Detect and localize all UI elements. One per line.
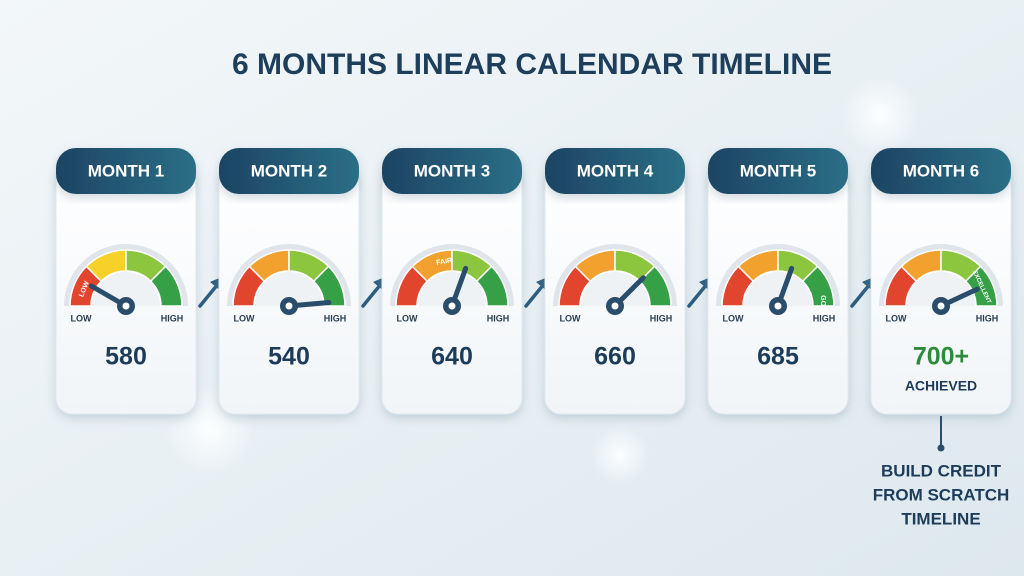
needle-hub-dot [611, 302, 619, 310]
needle-hub-dot [448, 302, 456, 310]
month-pill [545, 148, 685, 194]
gauge-segment [638, 265, 672, 307]
gauge-segment [801, 265, 835, 307]
month-label: MONTH 2 [251, 161, 328, 180]
low-label: LOW [71, 313, 92, 323]
arrow [198, 282, 220, 308]
gauge-inner [418, 272, 486, 306]
gauge-segment [312, 265, 346, 307]
score: 685 [757, 343, 799, 371]
month-pill [871, 148, 1011, 194]
month-label: MONTH 1 [88, 161, 165, 180]
score: 660 [594, 343, 636, 371]
arrow [524, 282, 546, 308]
gauge-inner [744, 272, 812, 306]
low-label: LOW [397, 313, 418, 323]
timeline: MONTH 1 LOW LOW HIGH 580 MONTH 2 LOW HIGH 540 MON… [55, 148, 1012, 528]
connector-dot [937, 444, 945, 452]
low-label: LOW [234, 313, 255, 323]
zone-label: GOOD [819, 295, 826, 316]
high-label: HIGH [324, 313, 347, 323]
arrow [687, 282, 709, 308]
month-label: MONTH 3 [414, 161, 491, 180]
needle-hub-dot [285, 302, 293, 310]
high-label: HIGH [976, 313, 999, 323]
month-pill [382, 148, 522, 194]
glow [840, 75, 920, 155]
gauge-segment [964, 265, 998, 307]
title: 6 MONTHS LINEAR CALENDAR TIMELINE [232, 48, 832, 81]
month-pill [56, 148, 196, 194]
score: 540 [268, 343, 310, 371]
month-pill [219, 148, 359, 194]
low-label: LOW [560, 313, 581, 323]
month-label: MONTH 6 [903, 161, 980, 180]
gauge-segment [149, 265, 183, 307]
arrow [850, 282, 872, 308]
high-label: HIGH [487, 313, 510, 323]
month-pill [708, 148, 848, 194]
high-label: HIGH [813, 313, 836, 323]
high-label: HIGH [650, 313, 673, 323]
status: ACHIEVED [905, 378, 977, 394]
zone-label: FAIR [436, 257, 453, 267]
month-label: MONTH 4 [577, 161, 654, 180]
note-line: FROM SCRATCH [873, 485, 1010, 504]
arrow [361, 282, 383, 308]
note-line: BUILD CREDIT [881, 461, 1002, 480]
needle-hub-dot [122, 302, 130, 310]
needle-hub-dot [937, 302, 945, 310]
needle-hub-dot [774, 302, 782, 310]
gauge-inner [581, 272, 649, 306]
low-label: LOW [886, 313, 907, 323]
gauge-segment [475, 265, 509, 307]
score: 700+ [913, 343, 969, 371]
low-label: LOW [723, 313, 744, 323]
month-label: MONTH 5 [740, 161, 817, 180]
glow [590, 425, 650, 485]
note-line: TIMELINE [901, 509, 980, 528]
gauge-inner [255, 272, 323, 306]
high-label: HIGH [161, 313, 184, 323]
score: 640 [431, 343, 473, 371]
score: 580 [105, 343, 147, 371]
